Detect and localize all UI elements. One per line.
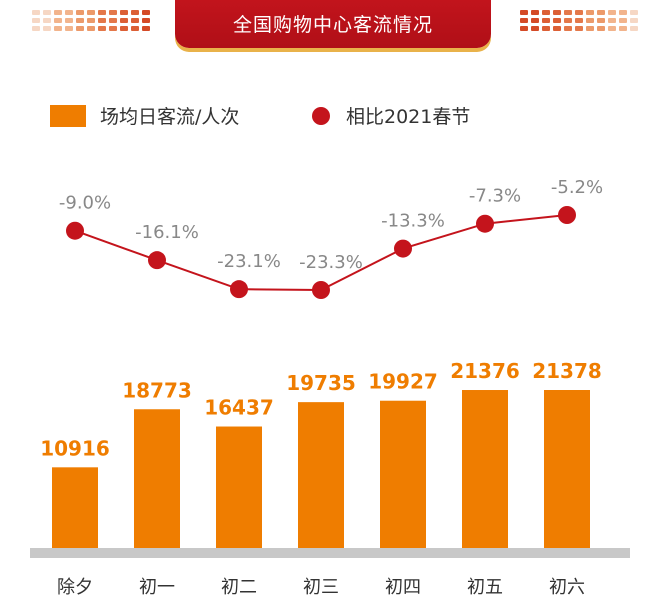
legend-bar-label: 场均日客流/人次 xyxy=(100,106,240,128)
change-point-5 xyxy=(476,214,494,233)
change-point-3 xyxy=(312,281,330,299)
bar-value-label-3: 19735 xyxy=(286,371,356,395)
change-point-4 xyxy=(394,239,412,258)
legend-dot-swatch xyxy=(312,107,330,125)
x-label-6: 初六 xyxy=(549,577,585,598)
change-label-1: -16.1% xyxy=(135,222,199,243)
change-label-6: -5.2% xyxy=(551,177,603,198)
x-axis-baseline xyxy=(30,548,630,558)
x-label-1: 初一 xyxy=(139,577,175,598)
change-label-0: -9.0% xyxy=(59,193,111,214)
bar-2 xyxy=(216,426,262,548)
bar-value-label-2: 16437 xyxy=(204,396,274,420)
bar-value-label-1: 18773 xyxy=(122,378,192,402)
bar-4 xyxy=(380,400,426,548)
bar-value-label-6: 21378 xyxy=(532,359,602,383)
title-banner: 全国购物中心客流情况 xyxy=(175,0,491,48)
change-point-1 xyxy=(148,251,166,270)
legend: 场均日客流/人次 相比2021春节 xyxy=(0,95,660,129)
x-label-5: 初五 xyxy=(467,577,503,598)
chart-title: 全国购物中心客流情况 xyxy=(232,14,433,36)
bar-1 xyxy=(134,409,180,548)
decorative-dots-left xyxy=(32,10,150,31)
bar-value-label-0: 10916 xyxy=(40,436,110,460)
change-label-5: -7.3% xyxy=(469,186,521,207)
change-label-3: -23.3% xyxy=(299,252,363,273)
change-label-4: -13.3% xyxy=(381,211,445,232)
x-label-0: 除夕 xyxy=(57,577,93,598)
bar-3 xyxy=(298,402,344,548)
bar-value-label-4: 19927 xyxy=(368,370,438,394)
x-label-3: 初三 xyxy=(303,577,339,598)
x-label-2: 初二 xyxy=(221,577,257,598)
legend-bar-swatch xyxy=(50,105,86,127)
x-label-4: 初四 xyxy=(385,577,421,598)
bar-6 xyxy=(544,390,590,548)
decorative-dots-right xyxy=(520,10,638,31)
bar-value-label-5: 21376 xyxy=(450,359,520,383)
change-point-6 xyxy=(558,206,576,224)
change-label-2: -23.1% xyxy=(217,251,281,272)
change-point-0 xyxy=(66,221,84,240)
legend-dot-label: 相比2021春节 xyxy=(346,106,471,128)
bar-0 xyxy=(52,467,98,548)
bar-5 xyxy=(462,390,508,548)
change-point-2 xyxy=(230,280,248,299)
